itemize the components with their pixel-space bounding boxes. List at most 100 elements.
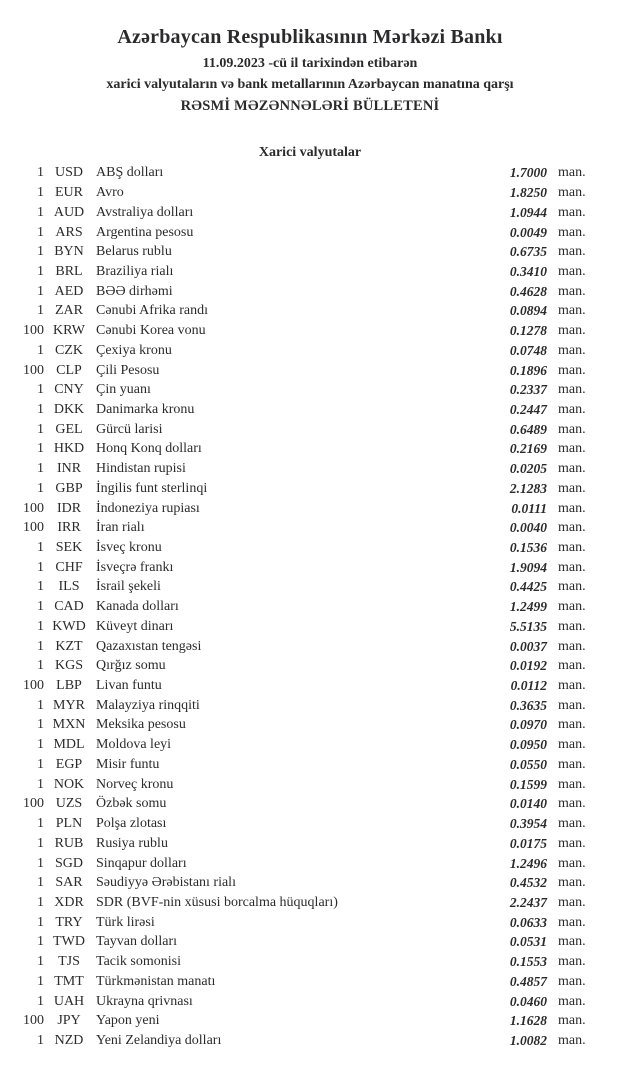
currency-code: BRL — [55, 263, 83, 279]
rate-row: 1 MDL Moldova leyi 0.0950 man. — [0, 735, 620, 755]
currency-code: USD — [54, 165, 83, 181]
rate-value: 0.4628 — [509, 283, 547, 299]
rate-value: 0.0550 — [509, 756, 547, 772]
currency-name: Gürcü larisi — [96, 421, 163, 437]
rate-value: 0.3410 — [509, 263, 547, 279]
currency-name: Avro — [96, 185, 124, 201]
rate-quantity: 1 — [37, 263, 44, 279]
rate-value: 0.0040 — [509, 520, 547, 536]
manat-unit-label: man. — [558, 855, 586, 871]
manat-unit-label: man. — [558, 283, 586, 299]
currency-name: İran rialı — [96, 520, 145, 536]
rate-row: 1 EGP Misir funtu 0.0550 man. — [0, 755, 620, 775]
rate-value: 0.0192 — [509, 658, 547, 674]
rate-quantity: 1 — [37, 737, 44, 753]
rate-value: 1.7000 — [509, 165, 547, 181]
currency-code: CHF — [55, 559, 83, 575]
currency-code: LBP — [56, 678, 82, 694]
manat-unit-label: man. — [558, 401, 586, 417]
rate-row: 1 TWD Tayvan dolları 0.0531 man. — [0, 932, 620, 952]
currency-name: Kanada dolları — [96, 599, 179, 615]
currency-name: Livan funtu — [96, 678, 162, 694]
currency-name: Hindistan rupisi — [96, 461, 186, 477]
currency-code: DKK — [53, 401, 85, 417]
currency-code: JPY — [57, 1013, 81, 1029]
rate-value: 0.0460 — [509, 993, 547, 1009]
currency-name: Avstraliya dolları — [96, 204, 194, 220]
rate-row: 1 MXN Meksika pesosu 0.0970 man. — [0, 715, 620, 735]
manat-unit-label: man. — [558, 776, 586, 792]
rate-row: 1 CAD Kanada dolları 1.2499 man. — [0, 597, 620, 617]
currency-name: Çili Pesosu — [96, 362, 160, 378]
rate-row: 1 CZK Çexiya kronu 0.0748 man. — [0, 340, 620, 360]
rate-quantity: 1 — [37, 1032, 44, 1048]
rate-quantity: 1 — [37, 934, 44, 950]
rate-quantity: 100 — [23, 323, 44, 339]
rate-quantity: 1 — [37, 204, 44, 220]
manat-unit-label: man. — [558, 204, 586, 220]
currency-code: EGP — [55, 756, 83, 772]
manat-unit-label: man. — [558, 382, 586, 398]
manat-unit-label: man. — [558, 540, 586, 556]
currency-name: BƏƏ dirhəmi — [96, 283, 173, 299]
currency-name: Cənubi Afrika randı — [96, 303, 208, 319]
manat-unit-label: man. — [558, 1032, 586, 1048]
rate-row: 1 RUB Rusiya rublu 0.0175 man. — [0, 833, 620, 853]
rate-value: 0.0894 — [509, 303, 547, 319]
rate-row: 1 KZT Qazaxıstan tengəsi 0.0037 man. — [0, 636, 620, 656]
currency-name: Braziliya rialı — [96, 263, 174, 279]
rate-quantity: 1 — [37, 421, 44, 437]
manat-unit-label: man. — [558, 303, 586, 319]
rate-row: 1 ILS İsrail şekeli 0.4425 man. — [0, 577, 620, 597]
manat-unit-label: man. — [558, 638, 586, 654]
currency-code: KWD — [52, 618, 86, 634]
manat-unit-label: man. — [558, 599, 586, 615]
rate-quantity: 1 — [37, 342, 44, 358]
currency-code: CNY — [54, 382, 84, 398]
currency-code: INR — [56, 461, 82, 477]
rate-quantity: 1 — [37, 283, 44, 299]
manat-unit-label: man. — [558, 323, 586, 339]
currency-code: TRY — [55, 914, 83, 930]
rate-quantity: 1 — [37, 185, 44, 201]
currency-code: ARS — [55, 224, 83, 240]
currency-code: TMT — [54, 973, 84, 989]
currency-code: PLN — [55, 816, 83, 832]
manat-unit-label: man. — [558, 480, 586, 496]
manat-unit-label: man. — [558, 993, 586, 1009]
currency-code: UZS — [55, 796, 83, 812]
rate-quantity: 1 — [37, 244, 44, 260]
manat-unit-label: man. — [558, 421, 586, 437]
currency-name: Çexiya kronu — [96, 342, 172, 358]
rate-value: 0.1599 — [509, 776, 547, 792]
rate-value: 0.0205 — [509, 461, 547, 477]
rate-quantity: 100 — [23, 362, 44, 378]
manat-unit-label: man. — [558, 875, 586, 891]
rate-row: 1 KWD Küveyt dinarı 5.5135 man. — [0, 617, 620, 637]
currency-code: MYR — [53, 697, 85, 713]
rate-row: 1 TMT Türkmənistan manatı 0.4857 man. — [0, 971, 620, 991]
currency-name: Küveyt dinarı — [96, 618, 174, 634]
currency-name: Norveç kronu — [96, 776, 174, 792]
rate-value: 0.0175 — [509, 835, 547, 851]
currency-code: CZK — [55, 342, 83, 358]
manat-unit-label: man. — [558, 244, 586, 260]
rates-table: 1 USD ABŞ dolları 1.7000 man. 1 EUR Avro 1.8250 m… — [0, 163, 620, 1050]
rate-value: 2.2437 — [509, 894, 547, 910]
manat-unit-label: man. — [558, 914, 586, 930]
rate-row: 1 AUD Avstraliya dolları 1.0944 man. — [0, 202, 620, 222]
rate-quantity: 1 — [37, 303, 44, 319]
currency-code: KRW — [53, 323, 85, 339]
rate-value: 0.0140 — [509, 796, 547, 812]
rate-row: 1 HKD Honq Konq dolları 0.2169 man. — [0, 439, 620, 459]
currency-name: Meksika pesosu — [96, 717, 186, 733]
rate-value: 0.2337 — [509, 382, 547, 398]
rate-row: 100 UZS Özbək somu 0.0140 man. — [0, 794, 620, 814]
currency-name: Argentina pesosu — [96, 224, 194, 240]
rate-quantity: 1 — [37, 894, 44, 910]
bulletin-header: Azərbaycan Respublikasının Mərkəzi Bankı… — [0, 26, 620, 116]
currency-name: İsveçrə frankı — [96, 559, 174, 575]
currency-code: SAR — [55, 875, 83, 891]
rate-quantity: 1 — [37, 224, 44, 240]
rate-quantity: 1 — [37, 480, 44, 496]
